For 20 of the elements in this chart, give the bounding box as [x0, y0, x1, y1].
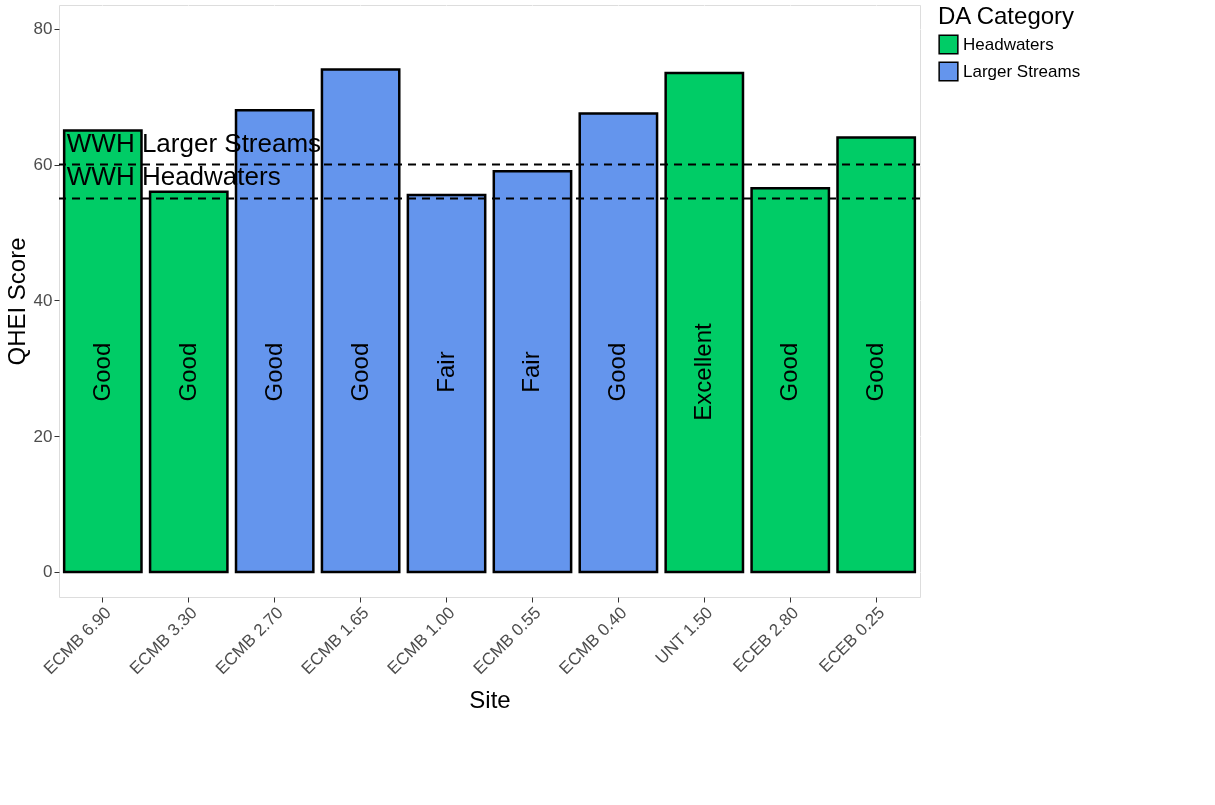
legend-title: DA Category — [938, 2, 1075, 29]
text: Good — [345, 342, 373, 402]
text: Good — [173, 342, 201, 402]
y-axis-title: QHEI Score — [2, 237, 30, 366]
legend-label: Headwaters — [963, 34, 1054, 54]
text: Fair — [431, 351, 459, 393]
legend-label: Larger Streams — [963, 61, 1081, 81]
y-tick-label: 60 — [33, 155, 53, 175]
text: Good — [603, 342, 631, 402]
x-axis-title: Site — [469, 686, 511, 714]
y-tick-label: 40 — [33, 290, 53, 310]
y-tick-label: 20 — [33, 426, 53, 446]
text: Good — [259, 342, 287, 402]
text: Good — [775, 342, 803, 402]
text: Fair — [517, 351, 545, 393]
text: Good — [87, 342, 115, 402]
text: Excellent — [689, 323, 717, 421]
y-tick-label: 80 — [33, 19, 53, 39]
y-tick-label: 0 — [43, 562, 53, 582]
text: Good — [861, 342, 889, 402]
